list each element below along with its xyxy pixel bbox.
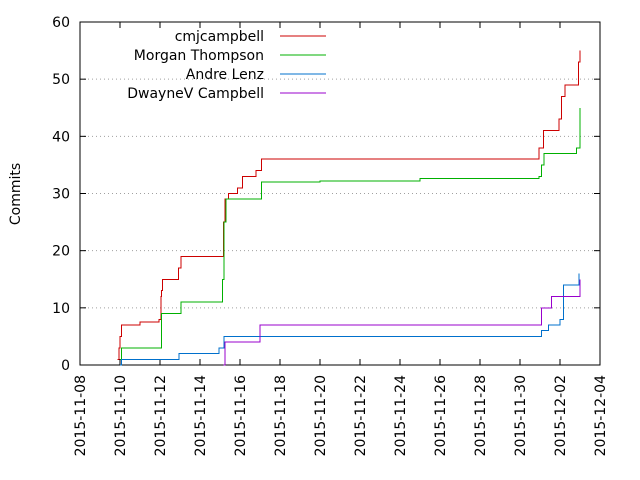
x-tick-label: 2015-11-22 (353, 375, 369, 456)
legend-label: Morgan Thompson (134, 48, 264, 64)
axis-ticks: 0 10 20 30 40 50 60 2015-11-08 2015-11-10 2015-11… (52, 15, 609, 456)
x-tick-label: 2015-11-20 (313, 375, 329, 456)
y-tick-label: 20 (52, 244, 70, 260)
y-tick-label: 30 (52, 187, 70, 203)
legend-label: DwayneV Campbell (127, 86, 264, 102)
legend-label: cmjcampbell (175, 29, 264, 45)
x-tick-label: 2015-11-30 (513, 375, 529, 456)
x-tick-label: 2015-12-02 (553, 375, 569, 456)
grid-lines (80, 78, 600, 309)
x-tick-label: 2015-11-10 (113, 375, 129, 456)
series-line-2 (120, 273, 580, 366)
x-tick-label: 2015-11-26 (433, 375, 449, 456)
legend-label: Andre Lenz (186, 67, 264, 83)
y-tick-label: 10 (52, 301, 70, 317)
x-tick-label: 2015-11-28 (473, 375, 489, 456)
x-tick-label: 2015-11-08 (73, 375, 89, 456)
series-lines (117, 50, 581, 366)
x-tick-label: 2015-11-12 (153, 375, 169, 456)
x-tick-label: 2015-11-24 (393, 375, 409, 456)
x-tick-label: 2015-11-18 (273, 375, 289, 456)
x-tick-label: 2015-11-14 (193, 375, 209, 456)
x-tick-label: 2015-12-04 (593, 375, 609, 456)
y-axis-label: Commits (8, 163, 24, 225)
y-tick-label: 0 (61, 358, 70, 374)
series-line-3 (223, 279, 581, 366)
y-tick-label: 60 (52, 15, 70, 31)
x-tick-label: 2015-11-16 (233, 375, 249, 456)
series-line-1 (120, 107, 581, 360)
legend: cmjcampbell Morgan Thompson Andre Lenz Dway… (127, 29, 326, 102)
y-tick-label: 50 (52, 72, 70, 88)
y-tick-label: 40 (52, 129, 70, 145)
